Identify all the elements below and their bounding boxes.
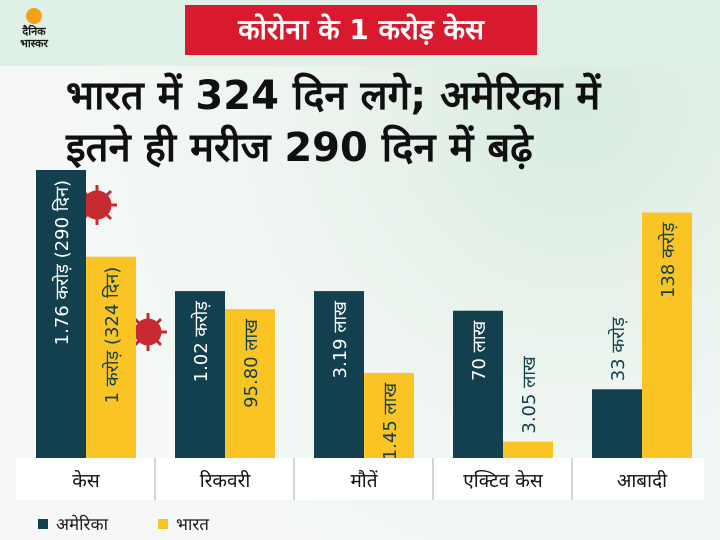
headline: भारत में 324 दिन लगे; अमेरिका में इतने ह…: [66, 70, 716, 174]
logo-text: दैनिक भास्कर: [20, 25, 48, 50]
sun-icon: [26, 8, 42, 24]
legend-india: भारत: [158, 512, 209, 535]
legend-swatch-india: [158, 518, 168, 529]
data-label-usa-0: 1.76 करोड़ (290 दिन): [51, 180, 73, 345]
headline-line-2: इतने ही मरीज 290 दिन में बढ़े: [66, 125, 533, 171]
legend-swatch-usa: [38, 518, 48, 529]
legend-usa: अमेरिका: [38, 512, 108, 535]
data-label-usa-3: 70 लाख: [469, 320, 490, 380]
dainik-bhaskar-logo: दैनिक भास्कर: [8, 8, 60, 60]
data-label-usa-2: 3.19 लाख: [330, 301, 351, 379]
data-label-india-2: 1.45 लाख: [380, 383, 401, 461]
bar-usa-3: [453, 310, 503, 458]
bar-usa-4: [592, 389, 642, 458]
virus-icon-2: [129, 313, 167, 351]
data-label-india-3: 3.05 लाख: [519, 356, 540, 434]
category-label-2: मौतें: [350, 469, 378, 492]
data-label-india-1: 95.80 लाख: [241, 319, 262, 408]
data-label-usa-1: 1.02 करोड़: [190, 301, 212, 383]
bar-india-2: [364, 372, 414, 458]
bar-india-1: [225, 309, 275, 458]
data-label-india-4: 138 करोड़: [657, 222, 679, 298]
bar-india-4: [642, 212, 692, 458]
data-label-india-0: 1 करोड़ (324 दिन): [101, 267, 123, 404]
category-label-0: केस: [72, 469, 101, 492]
bar-usa-1: [175, 291, 225, 458]
category-label-3: एक्टिव केस: [463, 469, 544, 492]
bar-usa-2: [314, 291, 364, 458]
legend-label-india: भारत: [176, 515, 209, 535]
category-strip: [16, 458, 704, 500]
category-label-1: रिकवरी: [200, 469, 252, 492]
data-label-usa-4: 33 करोड़: [607, 317, 629, 381]
virus-icon: [77, 185, 117, 225]
bar-india-0: [86, 256, 136, 458]
bar-usa-0: [36, 170, 86, 458]
legend-label-usa: अमेरिका: [56, 515, 108, 535]
bar-india-3: [503, 441, 553, 458]
headline-line-1: भारत में 324 दिन लगे; अमेरिका में: [66, 73, 601, 119]
topic-tag: कोरोना के 1 करोड़ केस: [185, 5, 537, 55]
category-label-4: आबादी: [617, 469, 668, 492]
